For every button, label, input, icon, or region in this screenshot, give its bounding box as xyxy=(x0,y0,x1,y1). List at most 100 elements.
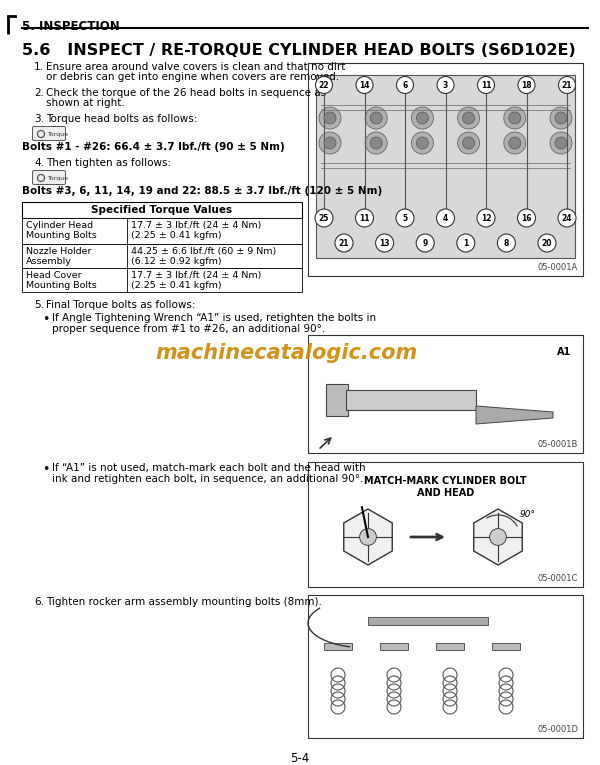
Circle shape xyxy=(416,234,434,252)
Polygon shape xyxy=(476,406,553,424)
Text: 5.6   INSPECT / RE-TORQUE CYLINDER HEAD BOLTS (S6D102E): 5.6 INSPECT / RE-TORQUE CYLINDER HEAD BO… xyxy=(22,43,576,58)
Text: 05-0001C: 05-0001C xyxy=(538,574,578,583)
Bar xyxy=(492,643,520,650)
Text: Cylinder Head
Mounting Bolts: Cylinder Head Mounting Bolts xyxy=(26,221,97,240)
Text: If Angle Tightening Wrench “A1” is used, retighten the bolts in: If Angle Tightening Wrench “A1” is used,… xyxy=(52,313,376,323)
Circle shape xyxy=(319,132,341,154)
Circle shape xyxy=(477,209,495,227)
Text: 1: 1 xyxy=(463,239,469,248)
Text: 17.7 ± 3 lbf./ft (24 ± 4 Nm)
(2.25 ± 0.41 kgfm): 17.7 ± 3 lbf./ft (24 ± 4 Nm) (2.25 ± 0.4… xyxy=(131,271,262,291)
Text: Bolts #3, 6, 11, 14, 19 and 22: 88.5 ± 3.7 lbf./ft (120 ± 5 Nm): Bolts #3, 6, 11, 14, 19 and 22: 88.5 ± 3… xyxy=(22,186,382,196)
Text: Torque head bolts as follows:: Torque head bolts as follows: xyxy=(46,114,197,124)
Polygon shape xyxy=(474,509,522,565)
Text: 21: 21 xyxy=(339,239,349,248)
Text: 4: 4 xyxy=(443,213,448,223)
Circle shape xyxy=(396,209,414,227)
Bar xyxy=(324,643,352,650)
Bar xyxy=(308,462,583,587)
Bar xyxy=(346,390,476,410)
Text: 6: 6 xyxy=(403,80,407,90)
Text: 4.: 4. xyxy=(34,158,44,168)
Circle shape xyxy=(437,76,454,93)
Circle shape xyxy=(463,112,475,124)
Text: 11: 11 xyxy=(359,213,370,223)
Text: 2.: 2. xyxy=(34,88,44,98)
Circle shape xyxy=(559,76,575,93)
Text: Torque: Torque xyxy=(48,175,69,181)
Bar xyxy=(436,643,464,650)
Bar xyxy=(308,63,583,276)
Circle shape xyxy=(478,76,494,93)
Text: Nozzle Holder
Assembly: Nozzle Holder Assembly xyxy=(26,247,91,266)
Text: 3.: 3. xyxy=(34,114,44,124)
Circle shape xyxy=(463,137,475,149)
Circle shape xyxy=(497,234,515,252)
Text: Tighten rocker arm assembly mounting bolts (8mm).: Tighten rocker arm assembly mounting bol… xyxy=(46,597,322,607)
Text: 05-0001A: 05-0001A xyxy=(538,263,578,272)
Text: 21: 21 xyxy=(562,80,572,90)
Circle shape xyxy=(437,209,455,227)
Circle shape xyxy=(316,76,332,93)
Text: Specified Torque Values: Specified Torque Values xyxy=(91,205,233,215)
Bar xyxy=(22,268,302,292)
Text: 9: 9 xyxy=(422,239,428,248)
Text: Ensure area around valve covers is clean and that no dirt: Ensure area around valve covers is clean… xyxy=(46,62,346,72)
Text: proper sequence from #1 to #26, an additional 90°.: proper sequence from #1 to #26, an addit… xyxy=(52,324,325,334)
Text: 24: 24 xyxy=(562,213,572,223)
Bar xyxy=(326,384,348,416)
Text: 05-0001D: 05-0001D xyxy=(537,725,578,734)
Text: Head Cover
Mounting Bolts: Head Cover Mounting Bolts xyxy=(26,271,97,291)
Circle shape xyxy=(335,234,353,252)
Circle shape xyxy=(324,112,336,124)
Text: 18: 18 xyxy=(521,80,532,90)
Text: 11: 11 xyxy=(481,80,491,90)
Circle shape xyxy=(490,529,506,545)
Text: 16: 16 xyxy=(521,213,532,223)
Bar xyxy=(308,335,583,453)
Circle shape xyxy=(555,137,567,149)
Text: 1.: 1. xyxy=(34,62,44,72)
Text: A1: A1 xyxy=(557,347,571,357)
Bar xyxy=(380,643,408,650)
Text: 90°: 90° xyxy=(520,510,536,519)
Text: 3: 3 xyxy=(443,80,448,90)
FancyBboxPatch shape xyxy=(32,126,65,141)
Circle shape xyxy=(356,76,373,93)
FancyBboxPatch shape xyxy=(32,171,65,184)
Circle shape xyxy=(458,107,479,129)
Polygon shape xyxy=(344,509,392,565)
Circle shape xyxy=(359,529,376,545)
Circle shape xyxy=(365,107,387,129)
Text: 25: 25 xyxy=(319,213,329,223)
Circle shape xyxy=(370,112,382,124)
Text: If “A1” is not used, match-mark each bolt and the head with: If “A1” is not used, match-mark each bol… xyxy=(52,463,365,473)
Text: 5: 5 xyxy=(403,213,407,223)
Circle shape xyxy=(412,132,433,154)
Text: Final Torque bolts as follows:: Final Torque bolts as follows: xyxy=(46,300,196,310)
Circle shape xyxy=(324,137,336,149)
Text: 12: 12 xyxy=(481,213,491,223)
Text: 22: 22 xyxy=(319,80,329,90)
Circle shape xyxy=(457,234,475,252)
Circle shape xyxy=(517,209,536,227)
Circle shape xyxy=(509,112,521,124)
Bar xyxy=(368,617,488,625)
Circle shape xyxy=(550,107,572,129)
Text: 5. INSPECTION: 5. INSPECTION xyxy=(22,20,120,33)
Circle shape xyxy=(509,137,521,149)
Text: 5.: 5. xyxy=(34,300,44,310)
Circle shape xyxy=(319,107,341,129)
Circle shape xyxy=(376,234,394,252)
Bar xyxy=(22,218,302,244)
Text: shown at right.: shown at right. xyxy=(46,98,125,108)
Text: 13: 13 xyxy=(379,239,390,248)
Circle shape xyxy=(538,234,556,252)
Circle shape xyxy=(397,76,413,93)
Circle shape xyxy=(355,209,373,227)
Bar xyxy=(316,75,575,258)
Text: •: • xyxy=(42,313,49,326)
Text: or debris can get into engine when covers are removed.: or debris can get into engine when cover… xyxy=(46,72,339,82)
Text: ink and retighten each bolt, in sequence, an additional 90°.: ink and retighten each bolt, in sequence… xyxy=(52,474,364,484)
Text: Torque: Torque xyxy=(48,132,69,136)
Text: •: • xyxy=(42,463,49,476)
